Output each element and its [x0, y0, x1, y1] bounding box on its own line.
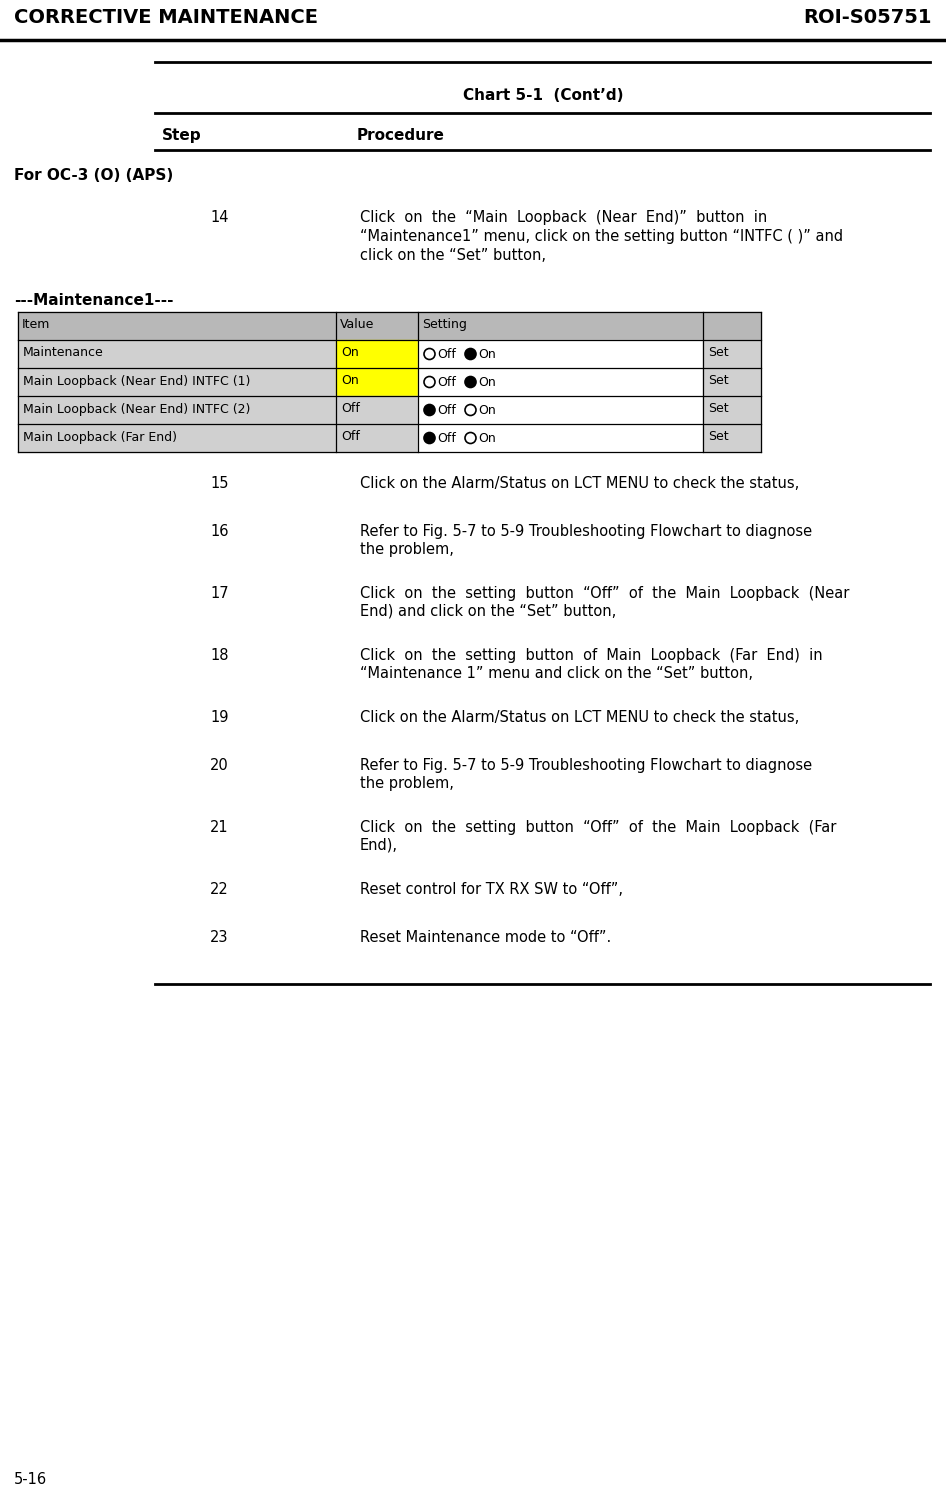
Text: Maintenance: Maintenance — [23, 346, 104, 360]
Text: 20: 20 — [210, 758, 229, 773]
Text: CORRECTIVE MAINTENANCE: CORRECTIVE MAINTENANCE — [14, 7, 318, 27]
Text: Reset control for TX RX SW to “Off”,: Reset control for TX RX SW to “Off”, — [360, 882, 623, 897]
Text: 22: 22 — [210, 882, 229, 897]
Text: 15: 15 — [210, 476, 229, 491]
Bar — [703, 367, 761, 396]
Bar — [418, 340, 703, 367]
Text: 17: 17 — [210, 585, 229, 602]
Text: On: On — [478, 348, 496, 360]
Text: 18: 18 — [210, 648, 229, 663]
Text: Set: Set — [708, 430, 728, 443]
Text: Off: Off — [341, 430, 359, 443]
Circle shape — [465, 405, 476, 415]
Bar — [418, 424, 703, 452]
Text: 5-16: 5-16 — [14, 1472, 47, 1487]
Bar — [18, 340, 336, 367]
Text: Item: Item — [22, 318, 50, 331]
Circle shape — [465, 348, 476, 360]
Text: Value: Value — [340, 318, 375, 331]
Text: Main Loopback (Far End): Main Loopback (Far End) — [23, 430, 177, 443]
Text: ROI-S05751: ROI-S05751 — [803, 7, 932, 27]
Text: 14: 14 — [210, 211, 229, 225]
Text: Refer to Fig. 5-7 to 5-9 Troubleshooting Flowchart to diagnose: Refer to Fig. 5-7 to 5-9 Troubleshooting… — [360, 758, 812, 773]
Bar — [18, 312, 761, 340]
Text: Procedure: Procedure — [357, 128, 445, 143]
Bar — [336, 367, 418, 396]
Bar — [18, 367, 336, 396]
Text: Off: Off — [437, 431, 456, 445]
Text: the problem,: the problem, — [360, 776, 454, 791]
Text: Step: Step — [162, 128, 201, 143]
Text: ---Maintenance1---: ---Maintenance1--- — [14, 293, 173, 308]
Bar — [418, 396, 703, 424]
Text: the problem,: the problem, — [360, 542, 454, 557]
Text: 23: 23 — [210, 930, 229, 945]
Circle shape — [424, 405, 435, 415]
Text: Set: Set — [708, 346, 728, 360]
Text: Main Loopback (Near End) INTFC (2): Main Loopback (Near End) INTFC (2) — [23, 403, 251, 415]
Circle shape — [424, 376, 435, 388]
Text: Click  on  the  “Main  Loopback  (Near  End)”  button  in: Click on the “Main Loopback (Near End)” … — [360, 211, 767, 225]
Bar — [18, 396, 336, 424]
Text: Off: Off — [341, 403, 359, 415]
Bar — [18, 424, 336, 452]
Text: On: On — [478, 403, 496, 417]
Bar — [336, 396, 418, 424]
Bar — [418, 367, 703, 396]
Text: For OC-3 (O) (APS): For OC-3 (O) (APS) — [14, 169, 173, 184]
Text: On: On — [341, 375, 359, 388]
Text: Set: Set — [708, 375, 728, 388]
Text: End) and click on the “Set” button,: End) and click on the “Set” button, — [360, 605, 616, 620]
Bar — [336, 340, 418, 367]
Text: Set: Set — [708, 403, 728, 415]
Bar — [703, 396, 761, 424]
Circle shape — [465, 376, 476, 388]
Text: Main Loopback (Near End) INTFC (1): Main Loopback (Near End) INTFC (1) — [23, 375, 251, 388]
Text: On: On — [478, 431, 496, 445]
Text: End),: End), — [360, 838, 398, 853]
Text: “Maintenance 1” menu and click on the “Set” button,: “Maintenance 1” menu and click on the “S… — [360, 666, 753, 681]
Text: On: On — [478, 376, 496, 388]
Text: Off: Off — [437, 403, 456, 417]
Text: On: On — [341, 346, 359, 360]
Text: Setting: Setting — [422, 318, 467, 331]
Text: 19: 19 — [210, 711, 229, 726]
Text: 21: 21 — [210, 820, 229, 835]
Text: 16: 16 — [210, 524, 229, 539]
Text: Click  on  the  setting  button  “Off”  of  the  Main  Loopback  (Far: Click on the setting button “Off” of the… — [360, 820, 836, 835]
Text: Off: Off — [437, 348, 456, 360]
Text: Click on the Alarm/Status on LCT MENU to check the status,: Click on the Alarm/Status on LCT MENU to… — [360, 476, 799, 491]
Text: Reset Maintenance mode to “Off”.: Reset Maintenance mode to “Off”. — [360, 930, 611, 945]
Text: Click  on  the  setting  button  of  Main  Loopback  (Far  End)  in: Click on the setting button of Main Loop… — [360, 648, 823, 663]
Bar — [703, 424, 761, 452]
Text: Click on the Alarm/Status on LCT MENU to check the status,: Click on the Alarm/Status on LCT MENU to… — [360, 711, 799, 726]
Text: Off: Off — [437, 376, 456, 388]
Circle shape — [424, 348, 435, 360]
Text: click on the “Set” button,: click on the “Set” button, — [360, 248, 546, 263]
Text: Refer to Fig. 5-7 to 5-9 Troubleshooting Flowchart to diagnose: Refer to Fig. 5-7 to 5-9 Troubleshooting… — [360, 524, 812, 539]
Bar — [336, 424, 418, 452]
Text: Click  on  the  setting  button  “Off”  of  the  Main  Loopback  (Near: Click on the setting button “Off” of the… — [360, 585, 850, 602]
Text: “Maintenance1” menu, click on the setting button “INTFC ( )” and: “Maintenance1” menu, click on the settin… — [360, 228, 843, 243]
Circle shape — [424, 433, 435, 443]
Bar — [703, 340, 761, 367]
Circle shape — [465, 433, 476, 443]
Text: Chart 5-1  (Cont’d): Chart 5-1 (Cont’d) — [463, 88, 623, 103]
